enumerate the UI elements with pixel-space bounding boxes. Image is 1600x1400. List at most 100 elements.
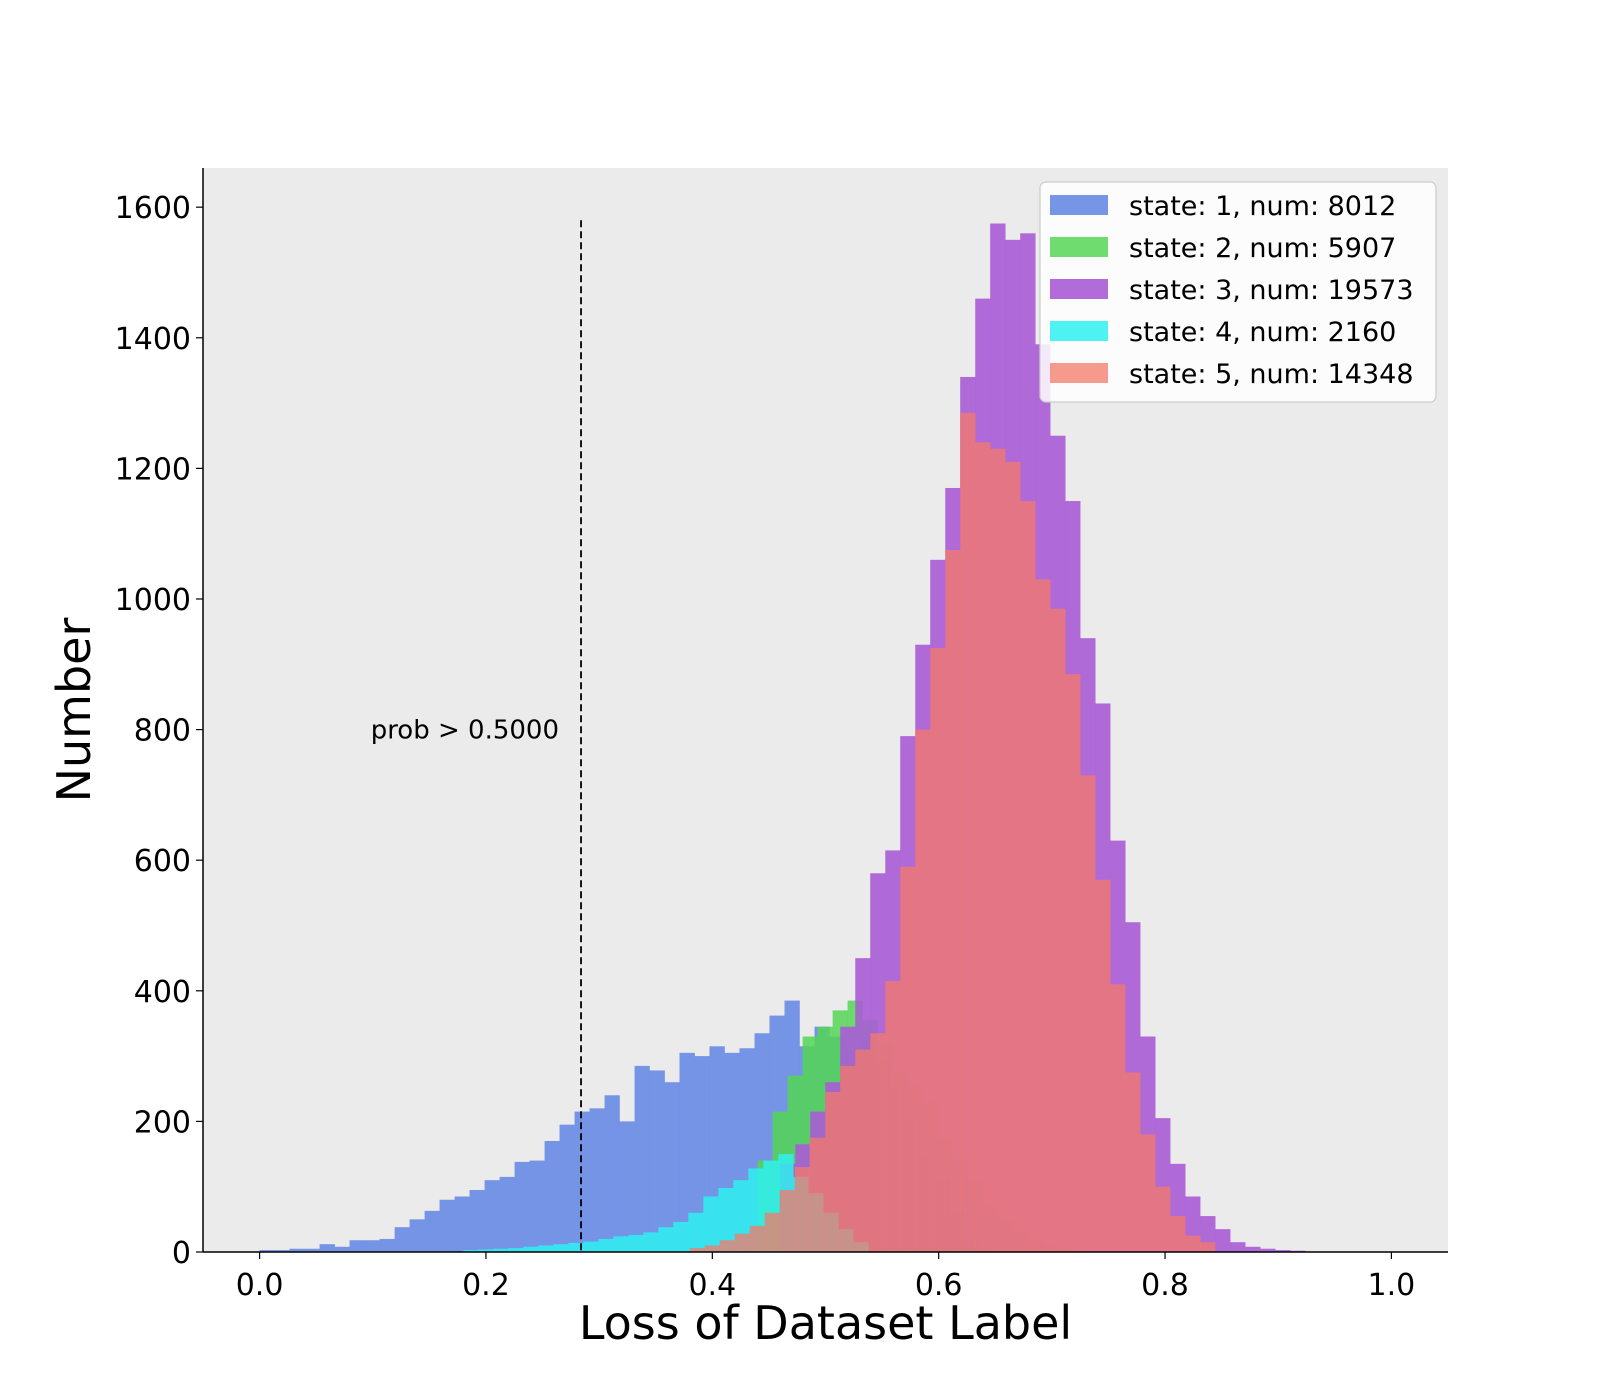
histogram-bar [529, 1160, 545, 1252]
histogram-bar [1260, 1248, 1276, 1252]
histogram-bar [703, 1196, 719, 1252]
histogram-bar [304, 1248, 320, 1252]
histogram-bar [1230, 1242, 1246, 1252]
histogram-bar [613, 1236, 629, 1252]
histogram-bar [673, 1221, 689, 1252]
histogram-bar [1170, 1216, 1186, 1252]
histogram-bar [538, 1245, 554, 1252]
histogram-bar [855, 1049, 871, 1252]
legend-swatch [1050, 363, 1108, 383]
histogram-bar [499, 1176, 515, 1252]
histogram-bar [424, 1210, 440, 1252]
histogram-bar [1155, 1186, 1171, 1252]
histogram-bar [589, 1108, 605, 1252]
histogram-bar [409, 1219, 425, 1252]
histogram-bar [319, 1244, 335, 1252]
y-tick-label: 200 [134, 1105, 191, 1140]
x-tick-label: 0.6 [915, 1268, 963, 1303]
histogram-bar [583, 1241, 599, 1252]
x-tick-label: 0.0 [236, 1268, 284, 1303]
histogram-bar [900, 866, 916, 1252]
histogram-bar [643, 1232, 659, 1252]
y-tick-label: 600 [134, 844, 191, 879]
legend-box [1039, 181, 1437, 403]
histogram-bar [960, 412, 976, 1252]
legend-swatch [1050, 279, 1108, 299]
histogram-bar [794, 1167, 810, 1252]
histogram-bar [779, 1189, 796, 1252]
legend-label: state: 2, num: 5907 [1129, 233, 1396, 264]
histogram-bar [274, 1250, 290, 1252]
histogram-bar [688, 1212, 704, 1252]
histogram-bar [619, 1121, 635, 1252]
histogram-bar [1185, 1235, 1201, 1252]
histogram-bar [764, 1212, 780, 1252]
histogram-bar [840, 1065, 856, 1252]
histogram-bar [718, 1188, 734, 1252]
histogram-bar [1110, 984, 1126, 1252]
histogram-bar [439, 1199, 455, 1252]
histogram-bar [1275, 1250, 1291, 1252]
histogram-bar [719, 1240, 736, 1252]
threshold-label: prob > 0.5000 [371, 716, 559, 746]
histogram-bar [553, 1244, 569, 1252]
legend-swatch [1050, 321, 1108, 341]
y-tick-label: 800 [134, 714, 191, 749]
histogram-bar [559, 1124, 575, 1252]
histogram-bar [544, 1140, 560, 1252]
histogram-bar [945, 550, 961, 1252]
histogram-bar [734, 1233, 750, 1252]
x-tick-label: 1.0 [1368, 1268, 1416, 1303]
histogram-bar [915, 729, 931, 1252]
histogram-bar [1215, 1229, 1231, 1252]
histogram-bar [1065, 674, 1081, 1252]
histogram-bar [1245, 1246, 1261, 1252]
histogram-bar [364, 1240, 380, 1252]
histogram-bar [628, 1235, 644, 1252]
histogram-bar [469, 1189, 485, 1252]
histogram-bar [704, 1245, 720, 1252]
histogram-bar [514, 1161, 530, 1252]
histogram-bar [749, 1225, 766, 1252]
y-tick-label: 1400 [115, 322, 191, 357]
histogram-bars [259, 223, 1306, 1253]
histogram-bar [1200, 1242, 1216, 1252]
histogram-bar [493, 1248, 509, 1252]
legend-label: state: 1, num: 8012 [1129, 191, 1396, 222]
y-tick-label: 1000 [115, 583, 191, 618]
histogram-bar [1140, 1134, 1156, 1252]
legend-swatch [1050, 237, 1108, 257]
histogram-bar [1095, 879, 1111, 1252]
histogram-bar [1005, 461, 1021, 1252]
y-tick-label: 1200 [115, 452, 191, 487]
histogram-bar [463, 1250, 479, 1252]
histogram-bar [454, 1196, 470, 1252]
y-tick-label: 0 [172, 1236, 191, 1271]
histogram-bar [604, 1095, 620, 1252]
histogram-bar [568, 1242, 584, 1252]
histogram-bar [634, 1065, 650, 1252]
histogram-bar [379, 1238, 395, 1252]
legend-label: state: 3, num: 19573 [1129, 275, 1414, 306]
histogram-bar [658, 1227, 674, 1252]
histogram-bar [975, 442, 991, 1253]
x-axis-label: Loss of Dataset Label [579, 1296, 1072, 1350]
histogram-bar [990, 448, 1006, 1252]
series-5 [689, 412, 1216, 1253]
histogram-bar [679, 1052, 695, 1252]
legend-swatch [1050, 195, 1108, 215]
y-axis-label: Number [47, 618, 101, 803]
histogram-bar [349, 1240, 365, 1252]
threshold-annotation: prob > 0.5000 [371, 220, 582, 1252]
histogram-bar [1035, 579, 1051, 1252]
histogram-bar [394, 1227, 410, 1252]
histogram-bar [289, 1248, 305, 1252]
histogram-bar [1080, 775, 1096, 1252]
ticks: 0.0 0.2 0.4 0.6 0.8 1.0 0 200 400 600 800 1000 1200 1… [115, 191, 1416, 1303]
histogram-bar [484, 1180, 500, 1252]
legend-label: state: 5, num: 14348 [1129, 359, 1414, 390]
histogram-bar [259, 1250, 275, 1252]
y-tick-label: 400 [134, 975, 191, 1010]
y-tick-label: 1600 [115, 191, 191, 226]
